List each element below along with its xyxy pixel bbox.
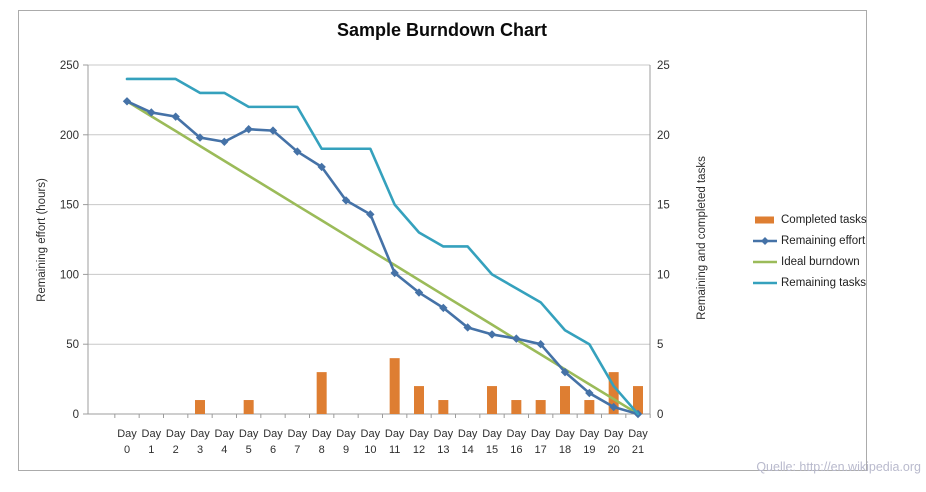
left-axis-tick-label: 0 [73,409,79,421]
marker-diamond [560,367,570,377]
marker-diamond [366,210,375,219]
right-axis-tick-label: 5 [657,339,663,351]
bar-day-13 [438,400,449,414]
x-axis-category-label: Day 3 [190,428,210,456]
marker-diamond [414,288,424,297]
legend-label: Completed tasks [781,214,867,226]
right-axis-tick-label: 15 [657,200,670,212]
x-axis-category-label: Day 6 [263,428,283,456]
legend-label: Remaining effort [781,235,866,247]
bar-day-19 [584,400,595,414]
x-axis-category-label: Day 13 [434,428,454,456]
marker-diamond [609,402,618,412]
left-axis-tick-label: 250 [60,60,79,72]
legend-swatch-bar [755,216,774,224]
bar-day-17 [535,400,546,414]
x-axis-category-label: Day 20 [604,428,624,456]
marker-diamond [293,147,302,156]
right-axis-tick-label: 20 [657,130,670,142]
x-axis-category-label: Day 10 [361,428,381,456]
x-axis-category-label: Day 2 [166,428,186,456]
bar-day-11 [389,358,400,414]
marker-diamond [585,388,594,398]
legend-label: Remaining tasks [781,277,867,289]
legend-swatch-line [753,260,777,264]
series-ideal-burndown-line [125,99,640,416]
marker-diamond [122,97,132,106]
bar-day-18 [560,386,570,414]
right-axis-tick-label: 10 [657,269,670,281]
x-axis-category-label: Day 14 [458,428,478,456]
source-watermark: Quelle: http://en.wikipedia.org [756,460,921,474]
bar-day-12 [414,386,424,414]
marker-diamond [171,112,180,121]
x-axis-category-label: Day 15 [482,428,502,456]
chart-legend: Completed tasks Remaining effort Ideal bur… [753,214,867,289]
x-axis-category-label: Day 7 [288,428,308,456]
right-axis-tick-label: 25 [657,60,670,72]
legend-swatch-line [753,281,777,285]
marker-diamond [268,126,278,135]
x-axis-category-label: Day 17 [531,428,551,456]
x-axis-category-label: Day 8 [312,428,332,456]
marker-diamond [341,196,351,205]
bar-day-21 [633,386,643,414]
x-axis-category-label: Day 5 [239,428,259,456]
series-remaining-effort-line [125,99,640,416]
marker-diamond [244,125,253,134]
bar-day-15 [487,386,497,414]
legend-label: Ideal burndown [781,256,860,268]
bar-day-3 [195,400,205,414]
x-axis-category-label: Day 9 [336,428,356,456]
marker-diamond [512,334,521,343]
left-axis-tick-label: 150 [60,200,79,212]
marker-diamond [195,133,205,142]
marker-diamond [317,162,326,172]
bar-day-5 [243,400,254,414]
x-axis-category-label: Day 18 [555,428,575,456]
legend-item-remaining-effort: Remaining effort [753,235,867,247]
marker-diamond [463,323,472,332]
marker-diamond [147,108,156,117]
chart-title: Sample Burndown Chart [336,20,547,40]
marker-diamond [536,340,545,349]
x-axis-category-label: Day 0 [117,428,137,456]
marker-diamond [439,303,448,313]
x-axis-category-label: Day 4 [215,428,235,456]
legend-swatch-line-diamond [753,237,777,245]
bar-day-20 [608,372,619,414]
x-axis-category-label: Day 19 [580,428,600,456]
x-axis-category-label: Day 16 [507,428,527,456]
x-axis-category-label: Day 12 [409,428,429,456]
left-axis-tick-label: 50 [66,339,79,351]
bar-day-16 [511,400,522,414]
bar-day-8 [316,372,327,414]
left-axis-tick-label: 200 [60,130,79,142]
x-axis-category-label: Day 11 [385,428,405,456]
legend-item-ideal-burndown: Ideal burndown [753,256,867,268]
legend-item-completed-tasks: Completed tasks [753,214,867,226]
right-axis-tick-label: 0 [657,409,663,421]
legend-item-remaining-tasks: Remaining tasks [753,277,867,289]
x-axis-category-label: Day 21 [628,428,648,456]
marker-diamond [487,330,497,339]
left-axis-tick-label: 100 [60,269,79,281]
marker-diamond [220,137,229,146]
marker-diamond [390,268,399,278]
series-remaining-tasks-line [125,77,640,416]
chart-border-frame [18,10,867,471]
x-axis-category-label: Day 1 [142,428,162,456]
